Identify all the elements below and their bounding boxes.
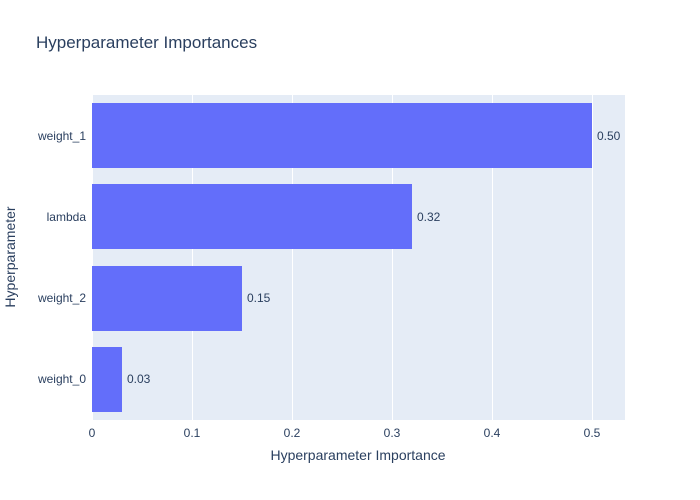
bar-weight_0 bbox=[92, 347, 122, 412]
x-tick-label: 0.1 bbox=[183, 426, 201, 440]
x-tick-label: 0.4 bbox=[483, 426, 501, 440]
bar-weight_1 bbox=[92, 103, 592, 168]
grid-line bbox=[492, 95, 493, 420]
y-tick-label: weight_1 bbox=[37, 129, 86, 143]
x-tick-label: 0.2 bbox=[283, 426, 301, 440]
grid-line bbox=[592, 95, 593, 420]
grid-line bbox=[192, 95, 193, 420]
bar-weight_2 bbox=[92, 266, 242, 331]
grid-line bbox=[392, 95, 393, 420]
bar-value-label: 0.32 bbox=[417, 210, 441, 224]
bar-value-label: 0.15 bbox=[247, 291, 271, 305]
chart-title: Hyperparameter Importances bbox=[36, 33, 258, 52]
x-tick-label: 0 bbox=[88, 426, 96, 440]
y-tick-label: lambda bbox=[46, 210, 86, 224]
plot-area bbox=[92, 95, 625, 420]
grid-line bbox=[292, 95, 293, 420]
bar-value-label: 0.03 bbox=[127, 372, 151, 386]
bar-value-label: 0.50 bbox=[597, 129, 621, 143]
grid-line bbox=[92, 95, 93, 420]
y-tick-label: weight_0 bbox=[37, 372, 86, 386]
x-tick-label: 0.3 bbox=[383, 426, 401, 440]
x-tick-label: 0.5 bbox=[583, 426, 601, 440]
bar-lambda bbox=[92, 184, 412, 249]
y-tick-label: weight_2 bbox=[37, 291, 86, 305]
x-axis-title: Hyperparameter Importance bbox=[270, 447, 446, 463]
